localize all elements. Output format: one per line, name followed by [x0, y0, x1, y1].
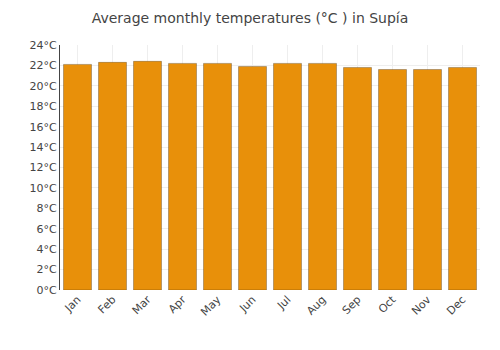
svg-text:6°C: 6°C: [37, 223, 57, 236]
svg-text:Jan: Jan: [62, 293, 84, 315]
svg-text:20°C: 20°C: [30, 80, 57, 93]
svg-text:0°C: 0°C: [37, 284, 57, 297]
svg-text:Dec: Dec: [444, 293, 468, 317]
svg-text:Mar: Mar: [130, 293, 154, 317]
svg-text:Oct: Oct: [376, 293, 399, 316]
svg-text:Aug: Aug: [304, 293, 328, 317]
svg-text:18°C: 18°C: [30, 100, 57, 113]
svg-text:22°C: 22°C: [30, 59, 57, 72]
svg-text:8°C: 8°C: [37, 202, 57, 215]
svg-text:Jul: Jul: [274, 293, 293, 312]
svg-text:4°C: 4°C: [37, 243, 57, 256]
svg-text:2°C: 2°C: [37, 263, 57, 276]
svg-text:Sep: Sep: [340, 293, 364, 317]
svg-text:14°C: 14°C: [30, 141, 57, 154]
svg-text:Jun: Jun: [236, 293, 258, 315]
svg-text:Feb: Feb: [96, 293, 119, 316]
svg-text:12°C: 12°C: [30, 161, 57, 174]
svg-text:Nov: Nov: [409, 293, 434, 318]
svg-text:10°C: 10°C: [30, 182, 57, 195]
svg-text:Average monthly temperatures (: Average monthly temperatures (°C ) in Su…: [92, 10, 409, 26]
svg-text:24°C: 24°C: [30, 39, 57, 52]
svg-text:Apr: Apr: [166, 293, 189, 316]
svg-text:May: May: [198, 293, 224, 319]
svg-text:16°C: 16°C: [30, 121, 57, 134]
